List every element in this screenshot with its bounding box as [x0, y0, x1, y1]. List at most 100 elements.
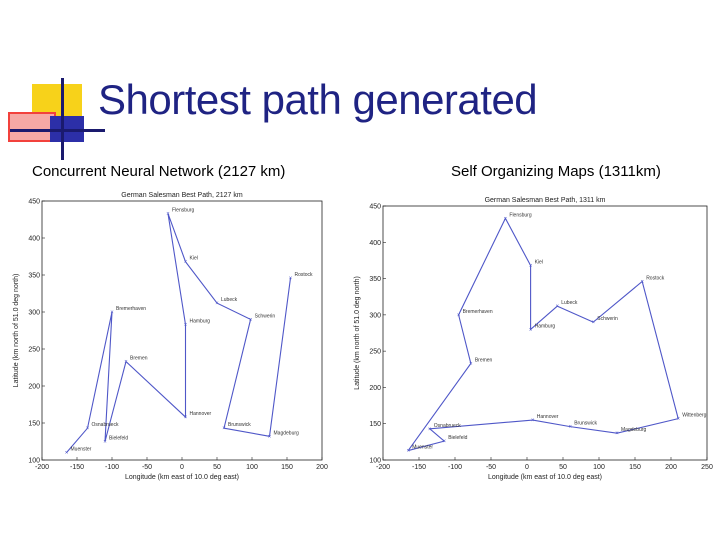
y-tick-label: 150: [28, 421, 40, 428]
city-label: Rostock: [295, 272, 314, 278]
x-tick-label: -100: [105, 464, 119, 471]
city-marker: ×: [568, 425, 572, 431]
y-tick-label: 250: [369, 349, 381, 356]
city-marker: ×: [529, 264, 533, 270]
y-axis-label: Latitude (km north of 51.0 deg north): [13, 274, 20, 388]
city-marker: ×: [591, 320, 595, 326]
x-tick-label: 150: [629, 464, 641, 471]
y-tick-label: 150: [369, 421, 381, 428]
x-tick-label: 250: [701, 464, 713, 471]
x-tick-label: 0: [525, 464, 529, 471]
decor-horizontal-line: [10, 129, 105, 132]
city-label: Brunswick: [574, 421, 597, 427]
x-tick-label: -150: [70, 464, 84, 471]
city-marker: ×: [184, 260, 188, 266]
city-marker: ×: [406, 449, 410, 455]
city-label: Osnabrueck: [92, 422, 119, 428]
y-tick-label: 450: [28, 199, 40, 206]
caption-left: Concurrent Neural Network (2127 km): [32, 163, 286, 180]
city-marker: ×: [442, 439, 446, 445]
chart-right: German Salesman Best Path, 1311 km -200 -1…: [354, 197, 713, 481]
y-tick-label: 250: [28, 347, 40, 354]
x-tick-label: -200: [376, 464, 390, 471]
city-label: Wittenberg: [682, 413, 706, 419]
caption-right: Self Organizing Maps (1311km): [451, 163, 661, 180]
city-label: Schwerin: [597, 316, 618, 322]
x-tick-label: 50: [213, 464, 221, 471]
tour-path-line: [66, 213, 292, 453]
x-tick-label: -50: [142, 464, 152, 471]
city-label: Flensburg: [172, 208, 194, 214]
plot-frame: [41, 200, 323, 461]
x-tick-label: 0: [180, 464, 184, 471]
y-tick-label: 350: [369, 276, 381, 283]
city-label: Hannover: [190, 411, 212, 417]
decor-pink-square: [10, 114, 54, 140]
city-label: Lubeck: [561, 300, 578, 306]
city-label: Brunswick: [228, 422, 251, 428]
city-label: Bremen: [130, 356, 148, 362]
city-marker: ×: [469, 361, 473, 367]
x-tick-label: -50: [486, 464, 496, 471]
city-marker: ×: [615, 431, 619, 437]
city-label: Hannover: [537, 414, 559, 420]
tour-path-line: [407, 217, 679, 452]
city-label: Bremen: [475, 357, 493, 363]
city-marker: ×: [86, 426, 90, 432]
city-label: Lubeck: [221, 297, 238, 303]
x-tick-label: -150: [412, 464, 426, 471]
city-label: Bielefeld: [109, 436, 128, 442]
city-label: Bremerhaven: [463, 309, 493, 315]
city-label: Rostock: [646, 275, 665, 281]
city-marker: ×: [110, 310, 114, 316]
city-marker: ×: [222, 426, 226, 432]
y-tick-label: 400: [369, 240, 381, 247]
city-marker: ×: [65, 451, 69, 457]
city-marker: ×: [531, 418, 535, 424]
city-marker: ×: [428, 427, 432, 433]
city-marker: ×: [268, 434, 272, 440]
city-marker: ×: [184, 415, 188, 421]
decor-vertical-line: [61, 78, 64, 160]
city-marker: ×: [124, 360, 128, 366]
y-tick-label: 100: [369, 458, 381, 465]
city-marker: ×: [103, 440, 107, 446]
city-label: Magdeburg: [274, 430, 300, 436]
city-label: Kiel: [535, 260, 543, 266]
y-tick-label: 200: [369, 385, 381, 392]
city-label: Bielefeld: [448, 435, 467, 441]
city-label: Magdeburg: [621, 427, 647, 433]
y-tick-label: 450: [369, 204, 381, 211]
city-marker: ×: [676, 417, 680, 423]
city-marker: ×: [640, 279, 644, 285]
city-marker: ×: [529, 327, 533, 333]
slide-title: Shortest path generated: [98, 76, 538, 123]
chart-title: German Salesman Best Path, 2127 km: [121, 192, 243, 199]
city-marker: ×: [457, 313, 461, 319]
y-tick-label: 200: [28, 384, 40, 391]
city-label: Kiel: [190, 256, 198, 262]
y-axis-label: Latitude (km north of 51.0 deg north): [354, 276, 361, 390]
x-tick-label: -200: [35, 464, 49, 471]
city-label: Osnabrueck: [434, 423, 461, 429]
y-tick-label: 400: [28, 236, 40, 243]
x-tick-label: 100: [593, 464, 605, 471]
y-tick-label: 100: [28, 458, 40, 465]
city-label: Flensburg: [509, 212, 531, 218]
x-tick-label: 200: [316, 464, 328, 471]
x-tick-label: -100: [448, 464, 462, 471]
city-marker: ×: [166, 212, 170, 218]
y-tick-label: 300: [369, 312, 381, 319]
chart-left: German Salesman Best Path, 2127 km -200 -1…: [13, 192, 328, 481]
city-marker: ×: [289, 276, 293, 282]
city-label: Hamburg: [535, 323, 556, 329]
city-marker: ×: [184, 323, 188, 329]
y-tick-label: 300: [28, 310, 40, 317]
city-label: Muenster: [412, 445, 433, 451]
city-marker: ×: [215, 301, 219, 307]
x-axis-label: Longitude (km east of 10.0 deg east): [488, 474, 602, 481]
x-tick-label: 200: [665, 464, 677, 471]
x-tick-label: 50: [559, 464, 567, 471]
plot-frame: [382, 205, 708, 461]
city-label: Muenster: [71, 447, 92, 453]
